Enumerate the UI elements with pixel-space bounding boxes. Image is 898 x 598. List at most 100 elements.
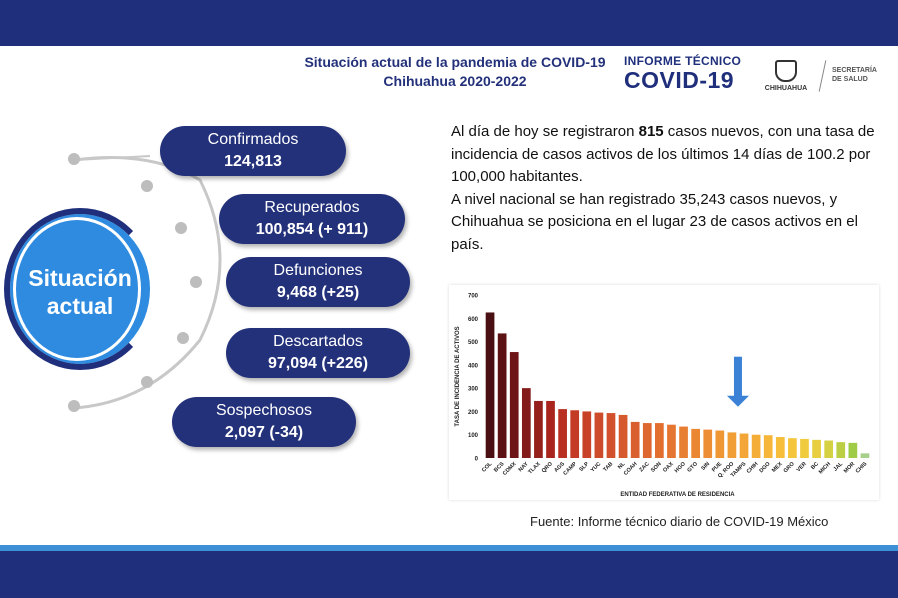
secretaria-salud-logo: SECRETARÍA DE SALUD — [832, 66, 877, 84]
x-tick-label: MEX — [771, 461, 784, 474]
logo-line-2: COVID-19 — [624, 67, 735, 93]
bar-mor — [848, 442, 858, 458]
x-tick-label: COL — [481, 461, 494, 474]
bar-bcs — [497, 333, 507, 458]
y-tick-label: 300 — [468, 387, 479, 393]
bar-col — [485, 312, 495, 458]
y-tick-label: 0 — [475, 457, 479, 463]
y-axis-title: TASA DE INCIDENCIA DE ACTIVOS — [455, 326, 461, 426]
bar-yuc — [594, 412, 604, 458]
bar-qro — [546, 400, 555, 458]
x-tick-label: MICH — [818, 461, 832, 475]
x-tick-label: YUC — [590, 461, 602, 473]
x-tick-label: CDMX — [502, 461, 518, 477]
arrow-down-icon — [726, 395, 749, 407]
title-line-2: Chihuahua 2020-2022 — [383, 73, 527, 89]
label-line-2: actual — [46, 293, 114, 319]
x-tick-label: NL — [617, 461, 627, 471]
connector-node — [190, 276, 202, 288]
bar-tab — [606, 413, 616, 458]
connector-node — [68, 153, 80, 165]
x-tick-label: BC — [810, 461, 820, 471]
chart-panel: 0 100 200 300 400 500 600 700 COL BCS CDMX NAY TLAX Q… — [449, 285, 879, 500]
x-tick-label: SIN — [700, 461, 711, 472]
situacion-actual-label: Situación actual — [10, 264, 150, 320]
connector-node — [175, 222, 187, 234]
descartados-pill: Descartados 97,094 (+226) — [226, 328, 410, 378]
x-tick-label: TAB — [602, 461, 614, 473]
bar-oax — [667, 424, 676, 458]
summary-paragraph: Al día de hoy se registraron 815 casos n… — [451, 121, 891, 256]
bar-pue — [715, 430, 725, 458]
bar-cdmx — [509, 352, 519, 458]
pill-value: 9,468 (+25) — [276, 284, 360, 301]
x-tick-label: ZAC — [638, 461, 650, 473]
bar-hgo — [679, 426, 688, 458]
bar-nl — [618, 414, 628, 458]
paragraph-2: A nivel nacional se han registrado 35,24… — [451, 190, 858, 253]
connector-node — [68, 400, 80, 412]
bar-tlax — [534, 400, 543, 458]
x-tick-label: HGO — [674, 461, 688, 475]
bar-dgo — [763, 435, 773, 458]
y-tick-label: 100 — [468, 433, 479, 439]
bar-mich — [824, 440, 834, 458]
y-tick-label: 200 — [468, 410, 479, 416]
bar-ver — [800, 438, 809, 458]
secretaria-line-1: SECRETARÍA — [832, 67, 877, 74]
recuperados-pill: Recuperados 100,854 (+ 911) — [219, 194, 405, 244]
bar-mex — [775, 437, 785, 458]
connector-node — [141, 180, 153, 192]
connector-node — [141, 376, 153, 388]
chihuahua-logo-text: CHIHUAHUA — [764, 85, 808, 92]
situacion-actual-circle: Situación actual — [4, 208, 156, 370]
logo-line-1: INFORME TÉCNICO — [624, 54, 742, 68]
bar-qroo — [727, 432, 737, 458]
x-tick-label: VER — [796, 461, 808, 473]
title-line-1: Situación actual de la pandemia de COVID… — [304, 54, 606, 70]
x-tick-label: GTO — [686, 461, 699, 474]
pill-value: 100,854 (+ 911) — [255, 221, 369, 238]
connector-node — [177, 332, 189, 344]
shield-icon — [775, 60, 797, 82]
x-tick-label: TLAX — [527, 461, 542, 476]
x-tick-label: CAMP — [562, 461, 578, 477]
bar-gto — [691, 428, 700, 458]
bar-camp — [570, 410, 580, 458]
top-banner — [0, 0, 898, 46]
pill-label: Confirmados — [207, 131, 299, 148]
bar-bc — [812, 439, 821, 458]
bar-zac — [642, 423, 652, 458]
bar-tamps — [739, 433, 749, 458]
bar-coah — [630, 421, 640, 458]
p1-post: casos nuevos, con una tasa de incidencia… — [451, 123, 875, 185]
p1-pre: Al día de hoy se registraron — [451, 123, 639, 140]
pill-value: 97,094 (+226) — [267, 355, 369, 372]
pill-value: 124,813 — [224, 153, 282, 170]
bar-chih — [751, 434, 761, 458]
x-tick-label: OAX — [662, 461, 675, 474]
x-tick-label: SLP — [578, 461, 590, 473]
pill-label: Defunciones — [273, 262, 363, 279]
source-note: Fuente: Informe técnico diario de COVID-… — [530, 514, 829, 529]
y-tick-label: 400 — [468, 363, 479, 369]
pill-label: Sospechosos — [215, 402, 313, 419]
informe-tecnico-logo: INFORME TÉCNICO COVID-19 — [624, 54, 741, 92]
logo-divider — [818, 60, 827, 92]
y-tick-label: 700 — [468, 294, 479, 300]
defunciones-pill: Defunciones 9,468 (+25) — [226, 257, 410, 307]
bar-jal — [836, 442, 846, 458]
sospechosos-pill: Sospechosos 2,097 (-34) — [172, 397, 356, 447]
x-tick-label: CHIH — [746, 461, 760, 475]
circle-inner — [13, 217, 141, 361]
x-tick-label: GRO — [783, 461, 797, 475]
x-tick-label: MOR — [843, 461, 856, 474]
paragraph-1: Al día de hoy se registraron 815 casos n… — [451, 121, 891, 189]
x-tick-label: COAH — [623, 461, 639, 477]
bar-sin — [703, 429, 713, 458]
arrow-shaft — [733, 356, 742, 397]
x-tick-label: CHIS — [855, 461, 869, 475]
pill-label: Descartados — [273, 333, 363, 350]
bar-son — [655, 423, 664, 458]
